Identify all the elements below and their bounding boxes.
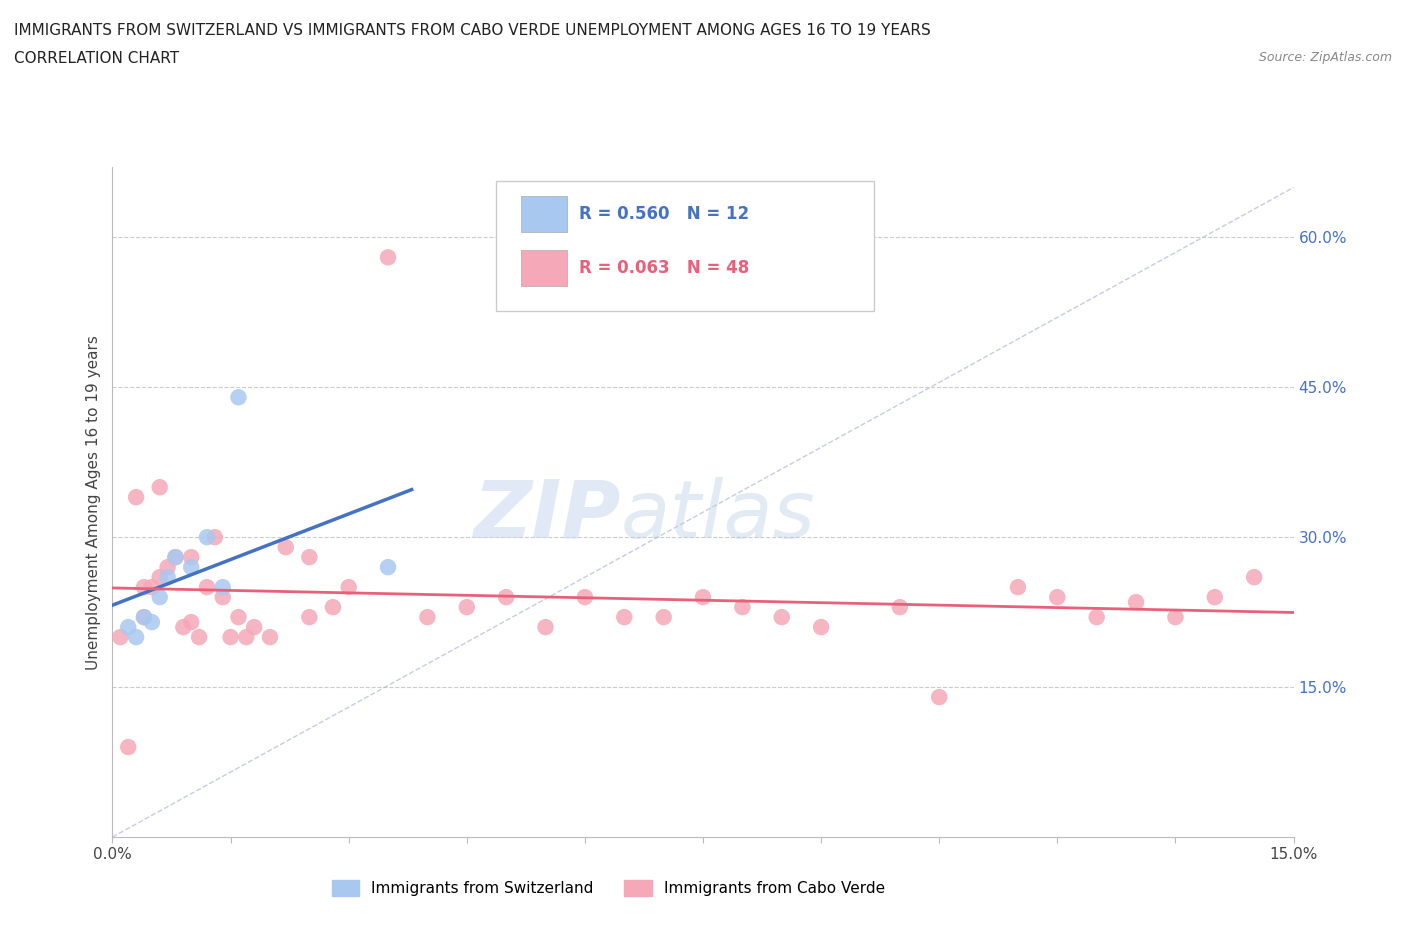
Point xyxy=(195,530,218,545)
Point xyxy=(456,600,478,615)
Text: atlas: atlas xyxy=(620,476,815,554)
Point xyxy=(731,600,754,615)
Point xyxy=(1007,579,1029,594)
Point xyxy=(132,610,155,625)
Point xyxy=(204,530,226,545)
Point xyxy=(652,610,675,625)
Point xyxy=(810,619,832,634)
Point xyxy=(322,600,344,615)
Point xyxy=(928,690,950,705)
Text: ZIP: ZIP xyxy=(472,476,620,554)
Point xyxy=(110,630,132,644)
Point xyxy=(1085,610,1108,625)
Point xyxy=(259,630,281,644)
Point xyxy=(165,550,187,565)
Point xyxy=(149,570,172,585)
Point xyxy=(770,610,793,625)
Point xyxy=(243,619,266,634)
Text: R = 0.063   N = 48: R = 0.063 N = 48 xyxy=(579,259,749,277)
Point xyxy=(377,560,399,575)
Point xyxy=(298,550,321,565)
Point xyxy=(156,560,179,575)
FancyBboxPatch shape xyxy=(522,196,567,232)
Point xyxy=(298,610,321,625)
Text: IMMIGRANTS FROM SWITZERLAND VS IMMIGRANTS FROM CABO VERDE UNEMPLOYMENT AMONG AGE: IMMIGRANTS FROM SWITZERLAND VS IMMIGRANT… xyxy=(14,23,931,38)
Point xyxy=(125,490,148,505)
Point xyxy=(211,590,233,604)
Point xyxy=(416,610,439,625)
Text: Source: ZipAtlas.com: Source: ZipAtlas.com xyxy=(1258,51,1392,64)
Point xyxy=(1046,590,1069,604)
Point xyxy=(132,579,155,594)
Point xyxy=(534,619,557,634)
Point xyxy=(613,610,636,625)
Point xyxy=(172,619,194,634)
Point xyxy=(156,570,179,585)
Point xyxy=(235,630,257,644)
Point xyxy=(188,630,211,644)
Point xyxy=(117,619,139,634)
FancyBboxPatch shape xyxy=(496,180,875,312)
Point xyxy=(228,390,250,405)
Point xyxy=(195,579,218,594)
Y-axis label: Unemployment Among Ages 16 to 19 years: Unemployment Among Ages 16 to 19 years xyxy=(86,335,101,670)
Point xyxy=(274,539,297,554)
Point xyxy=(132,610,155,625)
Point xyxy=(574,590,596,604)
Point xyxy=(1204,590,1226,604)
Point xyxy=(692,590,714,604)
Point xyxy=(180,550,202,565)
Point xyxy=(228,610,250,625)
Point xyxy=(149,590,172,604)
Point xyxy=(1164,610,1187,625)
Point xyxy=(141,615,163,630)
Point xyxy=(180,560,202,575)
Point xyxy=(211,579,233,594)
FancyBboxPatch shape xyxy=(522,250,567,286)
Point xyxy=(149,480,172,495)
Text: R = 0.560   N = 12: R = 0.560 N = 12 xyxy=(579,206,749,223)
Point xyxy=(1125,594,1147,609)
Point xyxy=(117,739,139,754)
Text: CORRELATION CHART: CORRELATION CHART xyxy=(14,51,179,66)
Point xyxy=(180,615,202,630)
Point xyxy=(377,250,399,265)
Point xyxy=(337,579,360,594)
Point xyxy=(125,630,148,644)
Point xyxy=(1243,570,1265,585)
Point xyxy=(219,630,242,644)
Point xyxy=(889,600,911,615)
Point xyxy=(495,590,517,604)
Point xyxy=(165,550,187,565)
Legend: Immigrants from Switzerland, Immigrants from Cabo Verde: Immigrants from Switzerland, Immigrants … xyxy=(332,881,886,897)
Point xyxy=(141,579,163,594)
